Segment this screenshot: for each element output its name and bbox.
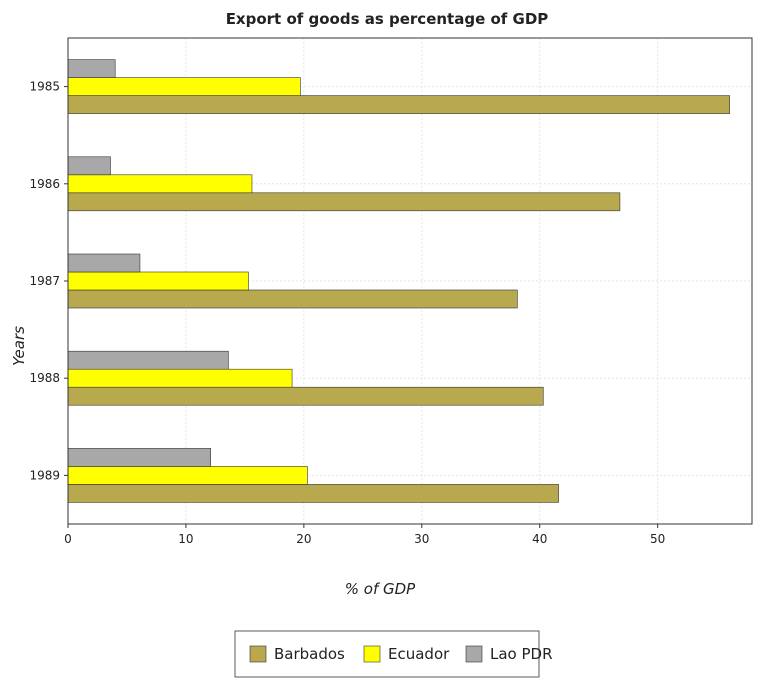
x-axis-ticks: 0 10 20 30 40 50 xyxy=(64,524,665,546)
bar-ecuador-1988 xyxy=(67,368,293,388)
bar-ecuador-1985 xyxy=(67,77,301,96)
bar-lao-pdr-1985 xyxy=(67,59,116,78)
y-tick-label: 1989 xyxy=(29,468,60,482)
y-tick-label: 1986 xyxy=(29,177,60,191)
bar-barbados-1989 xyxy=(67,484,559,503)
legend-swatch xyxy=(363,645,381,663)
legend-box xyxy=(234,630,540,678)
legend-swatch xyxy=(465,645,483,663)
y-tick-label: 1985 xyxy=(29,80,60,94)
legend-label: Lao PDR xyxy=(490,645,553,663)
bar-barbados-1987 xyxy=(67,289,518,309)
bar-lao-pdr-1986 xyxy=(67,156,111,176)
bar-lao-pdr-1987 xyxy=(67,253,141,273)
bar-lao-pdr-1988 xyxy=(67,350,229,370)
bar-barbados-1986 xyxy=(67,192,621,212)
legend-label: Barbados xyxy=(274,645,345,663)
legend-label: Ecuador xyxy=(388,645,450,663)
bar-barbados-1985 xyxy=(67,95,730,114)
y-axis-label: Years xyxy=(10,326,28,366)
x-axis-label: % of GDP xyxy=(345,580,416,598)
bar-ecuador-1986 xyxy=(67,174,253,194)
y-tick-label: 1988 xyxy=(29,371,60,385)
bar-barbados-1988 xyxy=(67,386,544,406)
x-tick-label: 40 xyxy=(532,532,547,546)
x-tick-label: 50 xyxy=(650,532,665,546)
bar-ecuador-1987 xyxy=(67,271,249,291)
legend: Barbados Ecuador Lao PDR xyxy=(234,630,553,678)
y-tick-label: 1987 xyxy=(29,274,60,288)
x-tick-label: 30 xyxy=(414,532,429,546)
x-tick-label: 10 xyxy=(178,532,193,546)
legend-swatch xyxy=(249,645,267,663)
bars xyxy=(67,59,730,503)
bar-ecuador-1989 xyxy=(67,466,308,485)
chart-title: Export of goods as percentage of GDP xyxy=(226,10,549,28)
y-axis-ticks: 1985 1986 1987 1988 1989 xyxy=(29,80,68,482)
x-tick-label: 0 xyxy=(64,532,72,546)
bar-lao-pdr-1989 xyxy=(67,448,211,467)
x-tick-label: 20 xyxy=(296,532,311,546)
